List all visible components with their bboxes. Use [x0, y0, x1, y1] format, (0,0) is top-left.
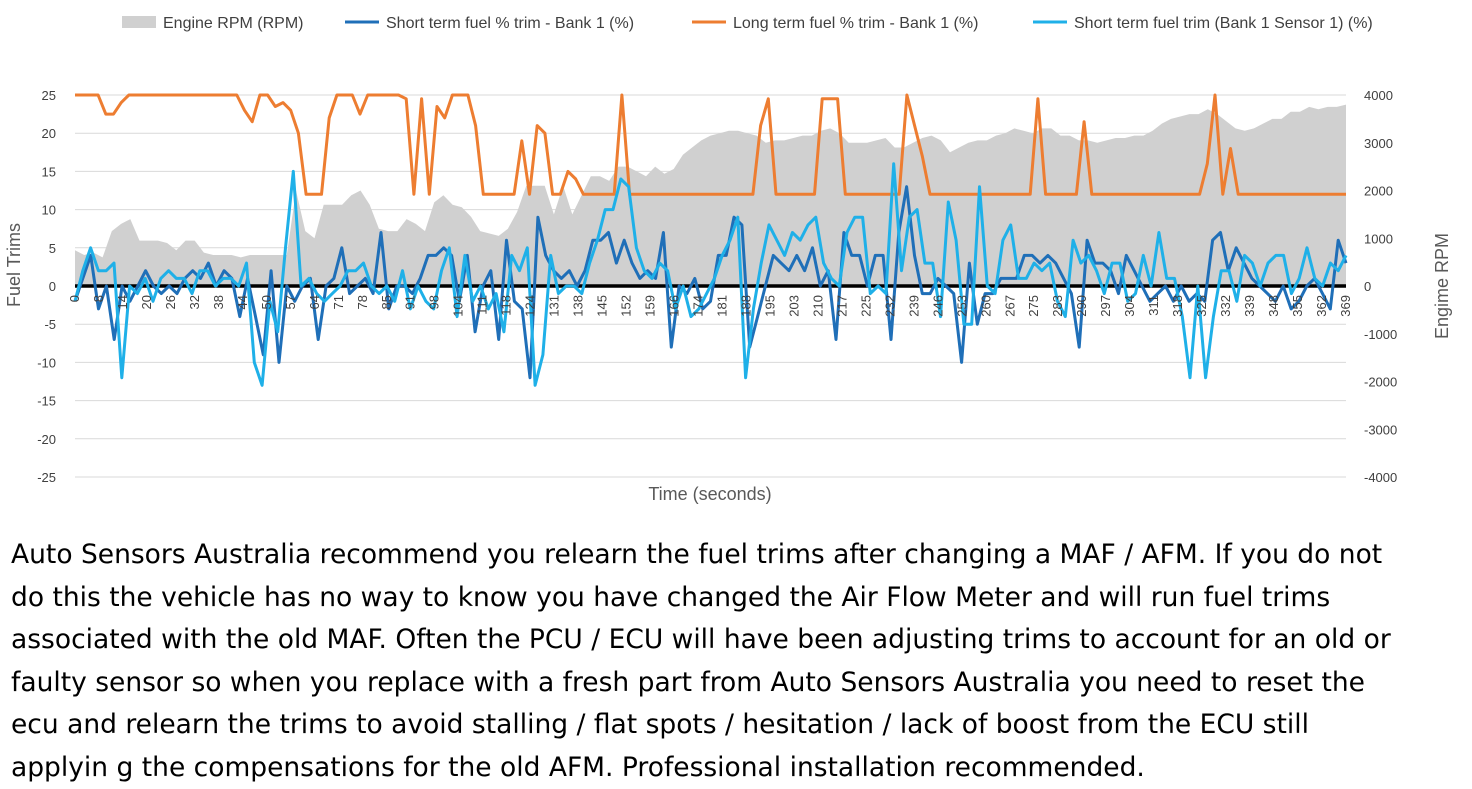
x-tick-label: 239 — [906, 295, 921, 317]
x-tick-label: 118 — [499, 295, 514, 316]
y-tick-label: 0 — [49, 279, 56, 294]
caption-line: applyin g the compensations for the old … — [11, 747, 1472, 789]
y2-tick-label: 3000 — [1364, 136, 1393, 151]
x-tick-label: 159 — [643, 295, 658, 317]
legend-label: Short term fuel trim (Bank 1 Sensor 1) (… — [1074, 15, 1373, 32]
y2-tick-label: -2000 — [1364, 375, 1397, 390]
x-tick-label: 275 — [1026, 295, 1041, 317]
y-tick-label: 20 — [42, 126, 56, 141]
x-tick-label: 311 — [1146, 295, 1161, 316]
x-tick-label: 283 — [1050, 295, 1065, 317]
x-tick-label: 304 — [1122, 295, 1137, 317]
x-tick-label: 188 — [738, 295, 753, 317]
y-tick-label: 5 — [49, 241, 56, 256]
y-tick-label: 10 — [42, 203, 56, 218]
x-tick-label: 71 — [331, 295, 346, 309]
y-tick-label: -10 — [37, 355, 56, 370]
x-tick-label: 98 — [427, 295, 442, 309]
x-tick-label: 0 — [67, 295, 82, 302]
x-tick-label: 290 — [1074, 295, 1089, 317]
legend-item: Short term fuel trim (Bank 1 Sensor 1) (… — [1033, 15, 1373, 32]
caption-line: do this the vehicle has no way to know y… — [11, 577, 1472, 620]
y2-tick-label: -1000 — [1364, 327, 1397, 342]
x-tick-label: 267 — [1002, 295, 1017, 317]
x-tick-label: 217 — [834, 295, 849, 317]
y-tick-label: -15 — [37, 394, 56, 409]
x-tick-label: 362 — [1314, 295, 1329, 317]
x-tick-label: 325 — [1194, 295, 1209, 317]
y2-tick-label: 1000 — [1364, 231, 1393, 246]
x-axis-title: Time (seconds) — [648, 484, 771, 504]
x-tick-label: 318 — [1170, 295, 1185, 317]
x-tick-label: 232 — [882, 295, 897, 317]
legend-swatch — [122, 16, 156, 28]
x-tick-label: 131 — [547, 295, 562, 317]
y2-tick-label: 0 — [1364, 279, 1371, 294]
legend-item: Short term fuel % trim - Bank 1 (%) — [345, 15, 634, 32]
x-tick-label: 253 — [954, 295, 969, 317]
x-tick-label: 44 — [235, 295, 250, 309]
x-tick-label: 166 — [667, 295, 682, 317]
x-tick-label: 64 — [307, 295, 322, 309]
x-tick-label: 8 — [91, 295, 106, 302]
x-tick-label: 78 — [355, 295, 370, 309]
fuel-trim-chart: Engine RPM (RPM) Short term fuel % trim -… — [0, 0, 1472, 520]
right-axis-ticks: 4000 3000 2000 1000 0 -1000 -2000 -3000 -4000 — [1364, 88, 1397, 485]
x-tick-label: 91 — [403, 295, 418, 309]
x-tick-label: 145 — [595, 295, 610, 317]
y2-tick-label: -4000 — [1364, 470, 1397, 485]
left-axis-ticks: 25 20 15 10 5 0 -5 -10 -15 -20 -25 — [37, 88, 56, 485]
legend-label: Engine RPM (RPM) — [163, 15, 303, 32]
y2-tick-label: 2000 — [1364, 184, 1393, 199]
caption-line: Auto Sensors Australia recommend you rel… — [11, 534, 1472, 577]
x-tick-label: 138 — [571, 295, 586, 317]
x-tick-label: 104 — [451, 295, 466, 317]
chart-legend: Engine RPM (RPM) Short term fuel % trim -… — [122, 15, 1373, 32]
x-tick-label: 297 — [1098, 295, 1113, 317]
x-tick-label: 38 — [211, 295, 226, 309]
caption-line: ecu and relearn the trims to avoid stall… — [11, 704, 1472, 747]
legend-label: Long term fuel % trim - Bank 1 (%) — [733, 15, 978, 32]
x-tick-label: 20 — [139, 295, 154, 309]
x-tick-label: 50 — [259, 295, 274, 309]
y2-tick-label: 4000 — [1364, 88, 1393, 103]
legend-label: Short term fuel % trim - Bank 1 (%) — [386, 15, 634, 32]
x-tick-label: 260 — [978, 295, 993, 317]
x-tick-label: 174 — [691, 295, 706, 317]
x-tick-label: 203 — [786, 295, 801, 317]
x-tick-label: 124 — [523, 295, 538, 317]
caption-line: faulty sensor so when you replace with a… — [11, 662, 1472, 705]
y-axis-title: Fuel Trims — [4, 223, 24, 307]
x-tick-label: 111 — [475, 295, 490, 315]
x-tick-label: 26 — [163, 295, 178, 309]
x-tick-label: 348 — [1266, 295, 1281, 317]
x-tick-label: 339 — [1242, 295, 1257, 317]
x-tick-label: 369 — [1338, 295, 1353, 317]
x-tick-label: 246 — [930, 295, 945, 317]
y-tick-label: -5 — [44, 317, 56, 332]
legend-item: Long term fuel % trim - Bank 1 (%) — [692, 15, 978, 32]
x-tick-label: 355 — [1290, 295, 1305, 317]
y-tick-label: -20 — [37, 432, 56, 447]
x-tick-label: 225 — [858, 295, 873, 317]
x-tick-label: 85 — [379, 295, 394, 309]
x-tick-label: 181 — [714, 295, 729, 317]
caption-paragraph: Auto Sensors Australia recommend you rel… — [11, 534, 1472, 789]
x-tick-label: 210 — [810, 295, 825, 317]
y-tick-label: 25 — [42, 88, 56, 103]
x-tick-label: 14 — [115, 295, 130, 309]
y-tick-label: -25 — [37, 470, 56, 485]
y2-axis-title: Engime RPM — [1432, 233, 1452, 339]
x-tick-label: 195 — [762, 295, 777, 317]
x-tick-label: 32 — [187, 295, 202, 309]
y-tick-label: 15 — [42, 164, 56, 179]
y2-tick-label: -3000 — [1364, 422, 1397, 437]
x-tick-label: 332 — [1218, 295, 1233, 317]
x-tick-label: 152 — [619, 295, 634, 317]
x-tick-label: 57 — [283, 295, 298, 309]
legend-item: Engine RPM (RPM) — [122, 15, 303, 32]
caption-line: associated with the old MAF. Often the P… — [11, 619, 1472, 662]
